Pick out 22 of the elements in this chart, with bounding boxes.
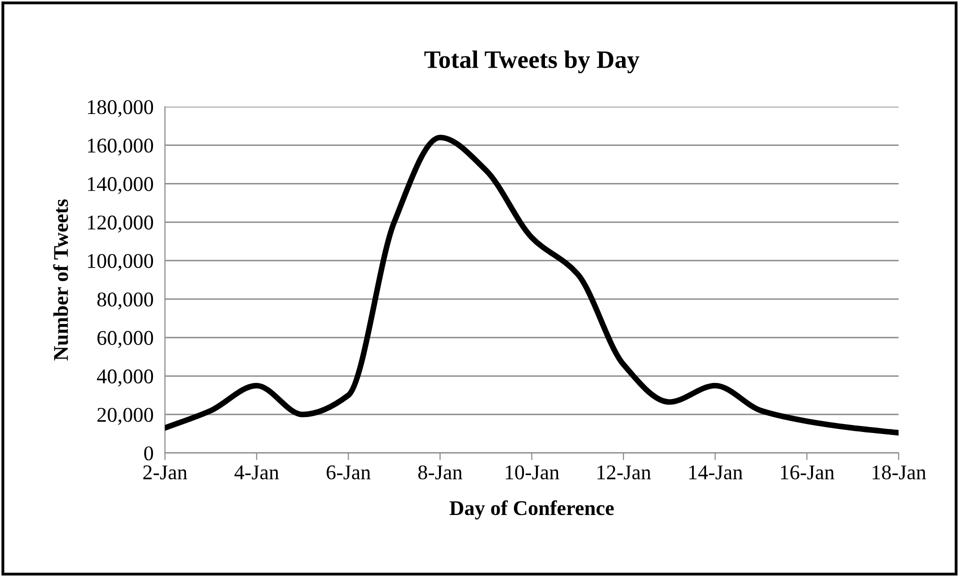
y-axis-title: Number of Tweets	[53, 199, 68, 360]
x-axis-title: Day of Conference	[450, 500, 614, 520]
x-tick-label: 10-Jan	[506, 465, 560, 480]
x-tick-label: 16-Jan	[780, 465, 834, 480]
x-tick-label: 8-Jan	[418, 465, 462, 480]
y-tick-label: 160,000	[88, 138, 154, 156]
y-tick-label: 80,000	[97, 292, 154, 310]
x-tick-label: 18-Jan	[872, 465, 926, 480]
y-tick-label: 140,000	[88, 177, 154, 194]
x-tick-label: 14-Jan	[689, 465, 743, 480]
x-tick-label: 6-Jan	[326, 465, 371, 480]
x-tick-label: 2-Jan	[143, 465, 188, 480]
y-tick-label: 40,000	[96, 369, 154, 386]
x-tick-label: 4-Jan	[234, 465, 279, 480]
y-tick-label: 20,000	[97, 408, 154, 425]
y-tick-label: 0	[144, 446, 154, 460]
x-tick-label: 12-Jan	[598, 465, 651, 480]
y-tick-label: 180,000	[88, 100, 154, 118]
y-tick-label: 100,000	[88, 254, 154, 272]
y-tick-label: 120,000	[88, 216, 154, 233]
chart-title: Total Tweets by Day	[424, 50, 640, 74]
y-tick-label: 60,000	[97, 330, 154, 348]
